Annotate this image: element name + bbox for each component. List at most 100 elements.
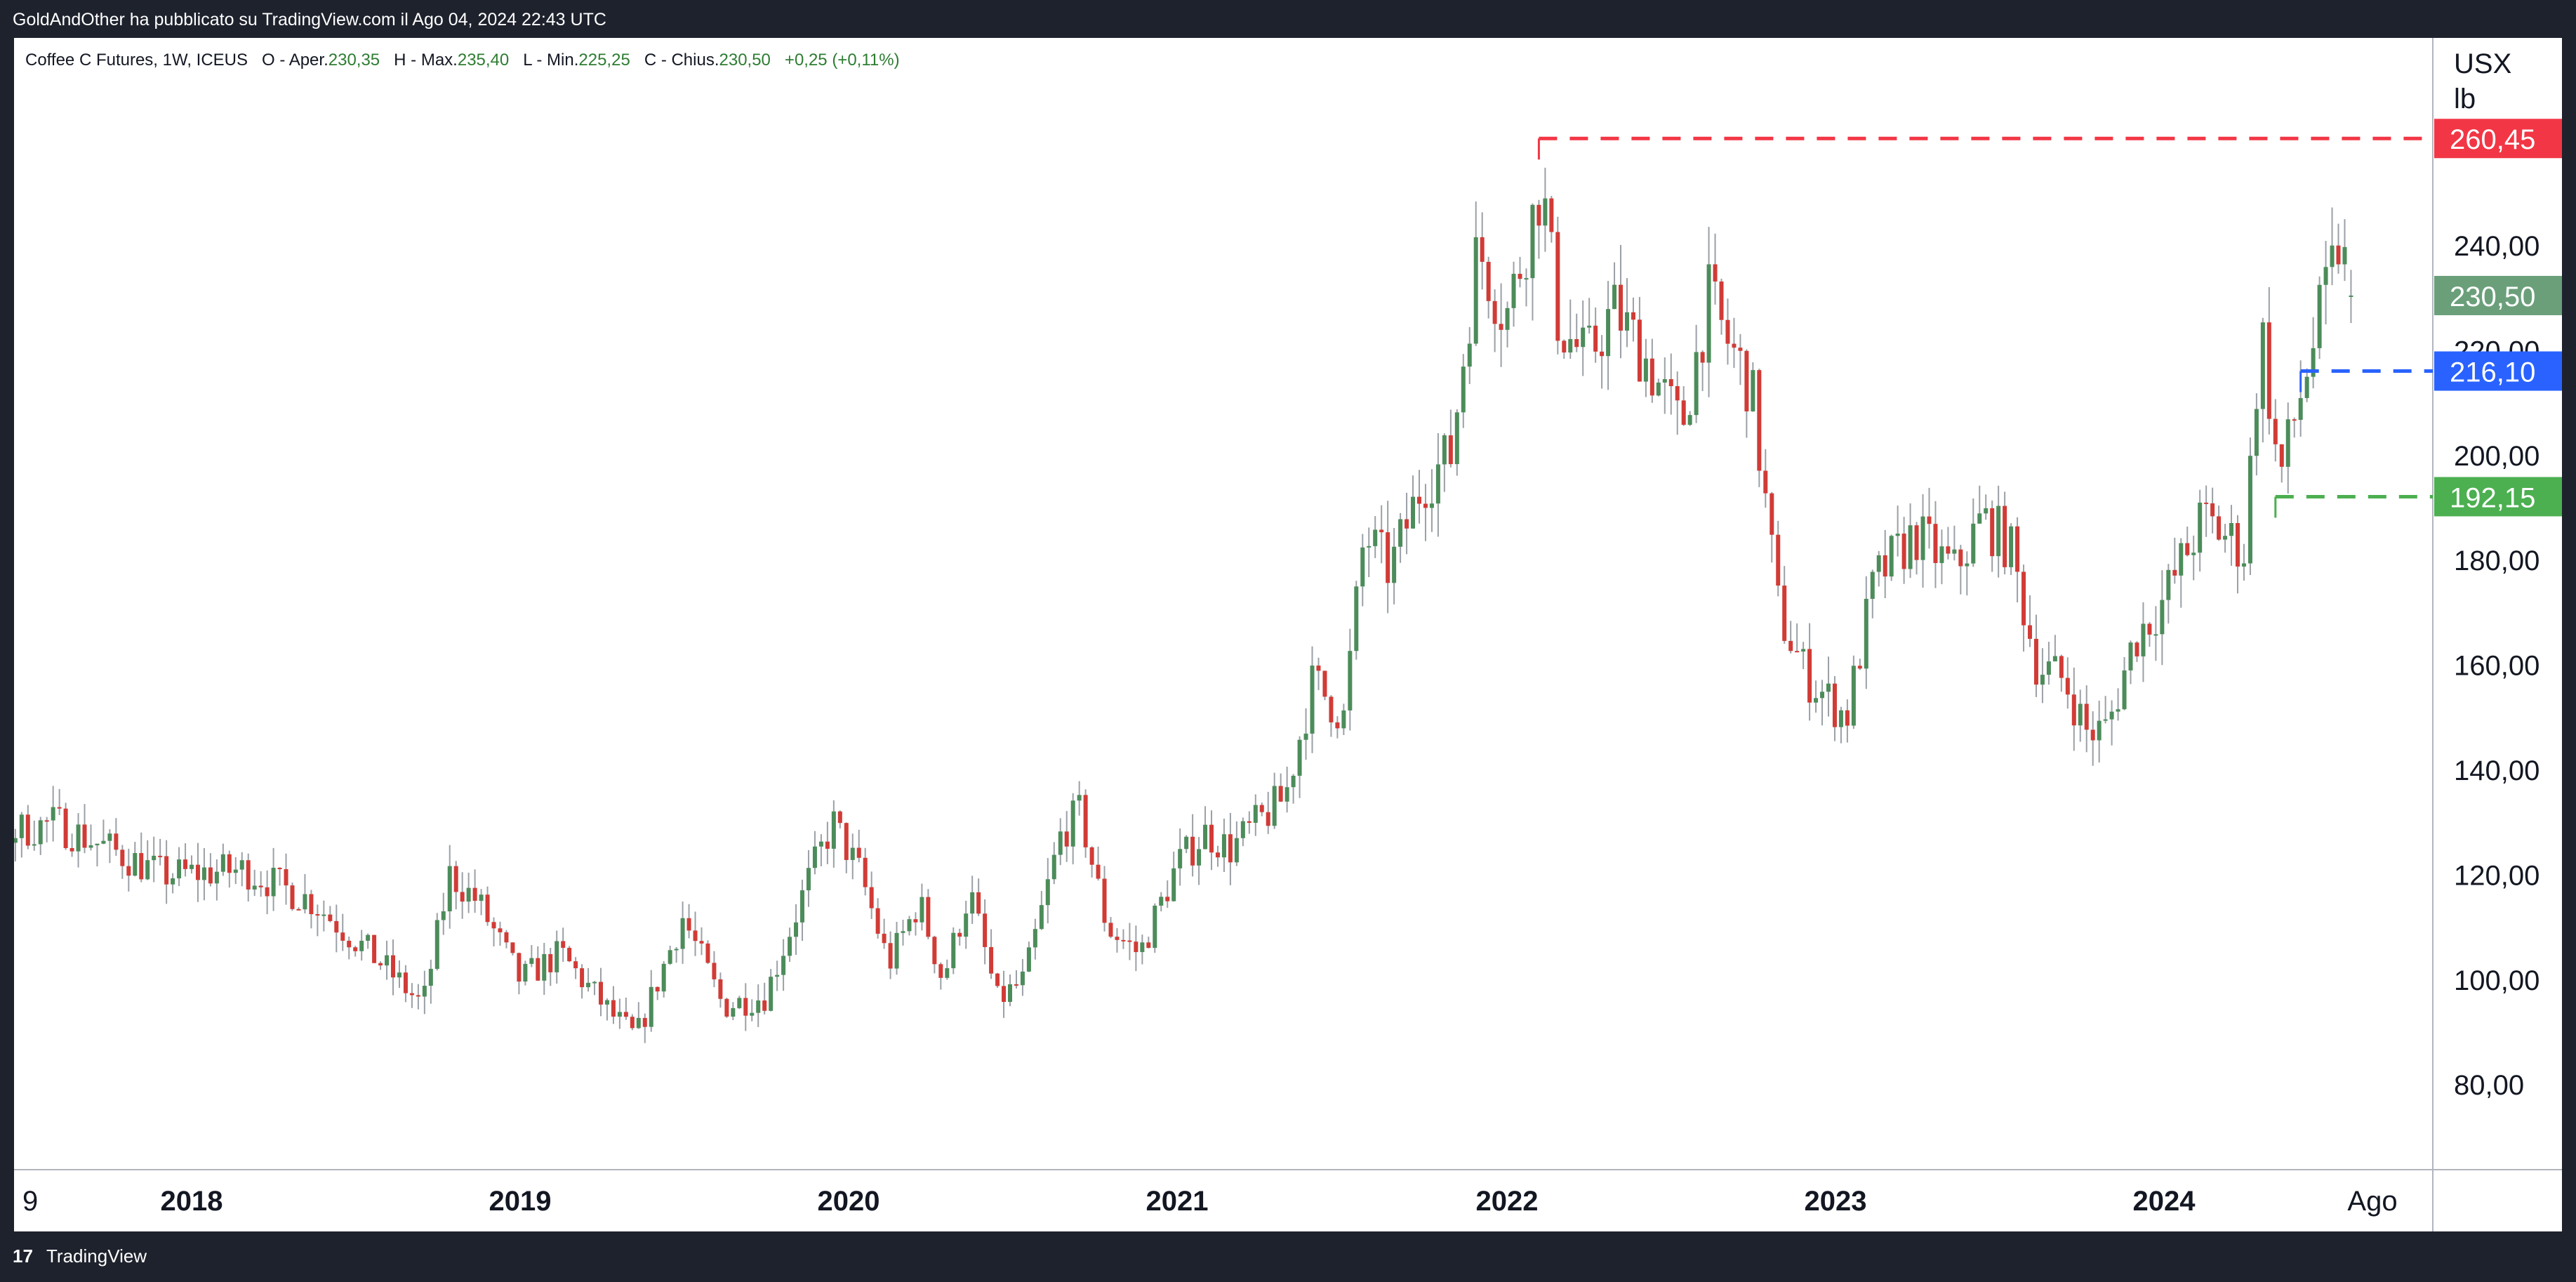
publish-text: GoldAndOther ha pubblicato su TradingVie… xyxy=(13,10,606,29)
candle-body xyxy=(2336,245,2341,265)
candle-body xyxy=(1007,984,1012,1003)
candle-body xyxy=(1744,350,1749,411)
candle-body xyxy=(1914,525,1919,560)
level-price-tag xyxy=(2434,477,2562,517)
candle-body xyxy=(2191,553,2196,555)
candle-body xyxy=(353,947,358,951)
candle-body xyxy=(2052,656,2057,662)
candle-body xyxy=(806,868,811,891)
candle-body xyxy=(957,932,962,937)
candle-body xyxy=(1965,563,1970,567)
candle-body xyxy=(1668,379,1673,387)
tradingview-brand[interactable]: TradingView xyxy=(46,1245,147,1267)
candle-body xyxy=(1612,284,1617,310)
candle-body xyxy=(265,887,270,897)
candle-body xyxy=(1026,947,1031,972)
candle-body xyxy=(945,968,950,978)
candle-body xyxy=(1278,786,1283,802)
candle-body xyxy=(743,998,748,1016)
chart-area[interactable]: 240,00 220,00 200,00 180,00 160,00 140,00 120,… xyxy=(14,38,2562,1231)
candle-body xyxy=(214,871,219,884)
candle-body xyxy=(1530,204,1535,279)
candle-body xyxy=(38,820,43,845)
candle-body xyxy=(718,979,723,999)
candle-body xyxy=(1442,435,1447,465)
candle-body xyxy=(120,850,125,866)
candle-body xyxy=(2217,516,2222,540)
legend-change: +0,25 (+0,11%) xyxy=(784,51,900,70)
candle-body xyxy=(623,1012,628,1017)
candle-body xyxy=(1600,351,1605,357)
candle-body xyxy=(970,892,975,914)
candle-body xyxy=(1549,198,1554,232)
candle-body xyxy=(837,811,842,824)
candle-body xyxy=(1190,836,1195,866)
candle-body xyxy=(1763,470,1768,494)
candle-body xyxy=(498,928,503,932)
candle-body xyxy=(1360,547,1365,587)
candle-body xyxy=(1581,327,1586,348)
candle-body xyxy=(152,855,157,861)
candle-body xyxy=(1826,683,1831,692)
candle-body xyxy=(347,940,352,948)
x-tick-label: Ago xyxy=(2347,1186,2397,1217)
candle-body xyxy=(1984,508,1989,514)
footer-bar: 17 TradingView xyxy=(0,1231,2576,1282)
candle-body xyxy=(164,856,169,885)
candle-body xyxy=(548,953,553,972)
candle-body xyxy=(397,972,401,978)
candle-body xyxy=(2015,526,2020,572)
candle-body xyxy=(529,958,534,964)
candle-body xyxy=(995,973,1000,986)
candle-body xyxy=(2103,719,2108,721)
legend-close-label: C - Chius. xyxy=(644,51,719,70)
candle-body xyxy=(366,934,371,941)
candle-body xyxy=(1870,571,1875,599)
candle-body xyxy=(491,922,496,929)
candle-body xyxy=(2198,502,2203,553)
candle-body xyxy=(775,974,780,977)
candle-body xyxy=(888,943,893,969)
candle-body xyxy=(1341,710,1346,729)
candle-body xyxy=(284,868,288,886)
legend-high-value: 235,40 xyxy=(457,51,510,70)
candle-body xyxy=(1782,586,1787,641)
x-tick-label: 2021 xyxy=(1146,1186,1209,1217)
candle-body xyxy=(177,859,182,879)
candle-body xyxy=(567,948,572,962)
candle-body xyxy=(1725,319,1730,344)
candle-body xyxy=(1713,264,1718,282)
candle-body xyxy=(1990,508,1995,557)
candle-body xyxy=(2304,376,2309,398)
candle-body xyxy=(1662,379,1667,383)
candle-body xyxy=(1776,534,1781,586)
candle-body xyxy=(447,866,452,912)
candle-body xyxy=(290,885,295,909)
candle-body xyxy=(542,953,547,981)
candlestick-chart[interactable]: 240,00220,00200,00180,00160,00140,00120,… xyxy=(14,38,2562,1231)
candle-body xyxy=(1814,698,1819,703)
candle-body xyxy=(76,824,81,852)
candle-body xyxy=(2223,536,2228,540)
candle-body xyxy=(668,950,672,964)
candle-body xyxy=(2141,623,2146,656)
candle-body xyxy=(1247,821,1252,823)
candle-body xyxy=(1115,937,1120,940)
candle-body xyxy=(2311,348,2316,377)
candle-body xyxy=(1876,555,1881,572)
candle-body xyxy=(863,857,868,887)
candle-body xyxy=(831,811,836,849)
candle-body xyxy=(2260,322,2265,409)
candle-body xyxy=(14,838,18,843)
candle-body xyxy=(2046,661,2051,675)
candle-body xyxy=(359,940,364,951)
candle-body xyxy=(2065,678,2070,695)
candle-body xyxy=(422,986,427,997)
candle-body xyxy=(1322,670,1327,697)
candle-body xyxy=(2235,523,2240,567)
candle-body xyxy=(1801,649,1806,652)
candle-body xyxy=(1435,464,1440,504)
y-tick-label: 100,00 xyxy=(2454,965,2540,996)
candle-body xyxy=(818,841,823,847)
candle-body xyxy=(894,932,899,969)
